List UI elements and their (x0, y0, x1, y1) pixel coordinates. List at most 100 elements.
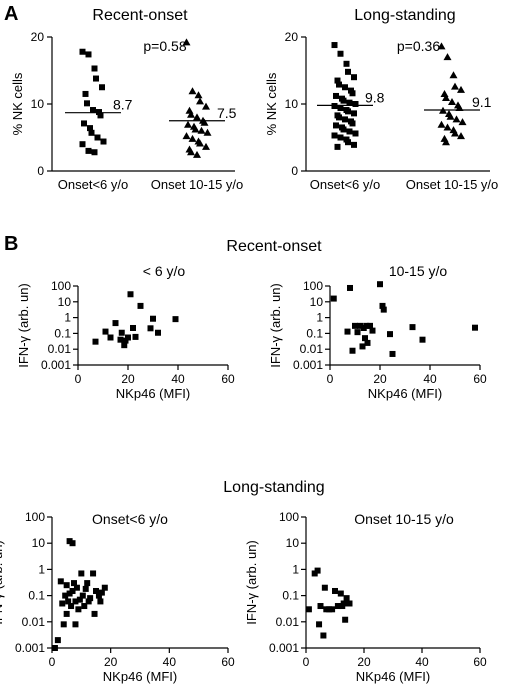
x-tick-label: 60 (473, 372, 487, 386)
data-point (69, 540, 76, 547)
chart-title: 10-15 y/o (389, 263, 448, 279)
x-tick-label: 40 (163, 655, 177, 669)
data-point (122, 337, 129, 344)
data-point (346, 99, 353, 106)
data-point (351, 141, 357, 148)
x-axis-label: NKp46 (MFI) (368, 386, 442, 401)
data-point (200, 118, 209, 126)
data-point (87, 125, 93, 132)
data-point (155, 329, 161, 336)
y-tick-label: 1 (292, 562, 299, 576)
data-point (316, 621, 323, 628)
data-point (331, 103, 338, 110)
data-point (354, 329, 361, 336)
data-point (93, 75, 99, 82)
data-point (363, 322, 370, 329)
data-point (65, 598, 72, 605)
data-point (79, 592, 86, 599)
y-tick-label: 0.01 (22, 615, 46, 629)
x-tick-label: 20 (104, 655, 118, 669)
data-point (202, 102, 210, 110)
data-point (457, 85, 465, 93)
y-tick-label: 0.01 (48, 342, 72, 356)
data-point (458, 118, 467, 126)
chart-title: Onset<6 y/o (92, 511, 168, 527)
data-point (452, 115, 461, 123)
x-tick-label: 0 (49, 655, 56, 669)
x-tick-label: 20 (373, 372, 387, 386)
data-point (182, 38, 191, 46)
data-point (331, 132, 338, 139)
data-point (88, 129, 95, 136)
x-tick-label: 60 (221, 655, 235, 669)
y-tick-label: 0.1 (28, 589, 45, 603)
data-point (419, 336, 426, 343)
data-point (457, 132, 465, 140)
data-point (78, 570, 85, 577)
mean-label: 8.7 (113, 97, 133, 113)
data-point (194, 91, 203, 99)
data-point (62, 592, 69, 599)
data-point (330, 295, 337, 302)
data-point (59, 600, 66, 607)
data-point (137, 302, 144, 309)
data-point (409, 324, 416, 331)
data-point (336, 114, 342, 121)
data-point (81, 120, 87, 127)
x-tick-label: 20 (121, 372, 135, 386)
y-tick-label: 10 (285, 97, 299, 111)
data-point (455, 104, 464, 112)
data-point (147, 325, 154, 332)
data-point (334, 143, 341, 150)
x-category-label: Onset 10-15 y/o (406, 177, 499, 192)
data-point (364, 339, 371, 346)
data-point (150, 315, 156, 322)
data-point (184, 120, 192, 128)
x-tick-label: 60 (221, 372, 235, 386)
data-point (347, 284, 353, 291)
data-point (72, 621, 79, 628)
data-point (91, 65, 98, 72)
data-point (85, 598, 92, 605)
data-point (336, 81, 342, 88)
data-point (93, 587, 99, 594)
x-tick-label: 40 (423, 372, 437, 386)
data-point (334, 603, 341, 610)
data-point (345, 68, 351, 75)
y-tick-label: 0.001 (41, 358, 71, 372)
mean-label: 9.8 (365, 89, 385, 105)
data-point (68, 603, 75, 610)
x-tick-label: 60 (473, 655, 487, 669)
y-axis-label: % NK cells (10, 72, 25, 135)
data-point (96, 109, 102, 116)
data-point (337, 50, 344, 57)
data-point (97, 112, 104, 119)
data-point (92, 338, 99, 345)
data-point (357, 322, 363, 329)
data-point (443, 53, 452, 61)
y-tick-label: 10 (32, 536, 46, 550)
data-point (71, 580, 77, 587)
data-point (187, 148, 195, 156)
data-point (196, 139, 204, 147)
data-point (337, 105, 344, 112)
data-point (79, 141, 86, 148)
x-tick-label: 0 (327, 372, 334, 386)
data-point (82, 585, 89, 592)
data-point (121, 342, 128, 349)
data-point (346, 128, 353, 135)
data-point (352, 322, 358, 329)
x-axis-label: NKp46 (MFI) (116, 386, 190, 401)
chart-title: Onset 10-15 y/o (354, 511, 454, 527)
data-point (76, 596, 83, 603)
data-point (317, 603, 324, 610)
section-title-long: Long-standing (223, 479, 324, 496)
data-point (337, 134, 344, 141)
data-point (443, 123, 452, 131)
data-point (346, 600, 353, 607)
data-point (102, 328, 109, 335)
data-point (340, 97, 347, 104)
data-point (334, 77, 341, 84)
